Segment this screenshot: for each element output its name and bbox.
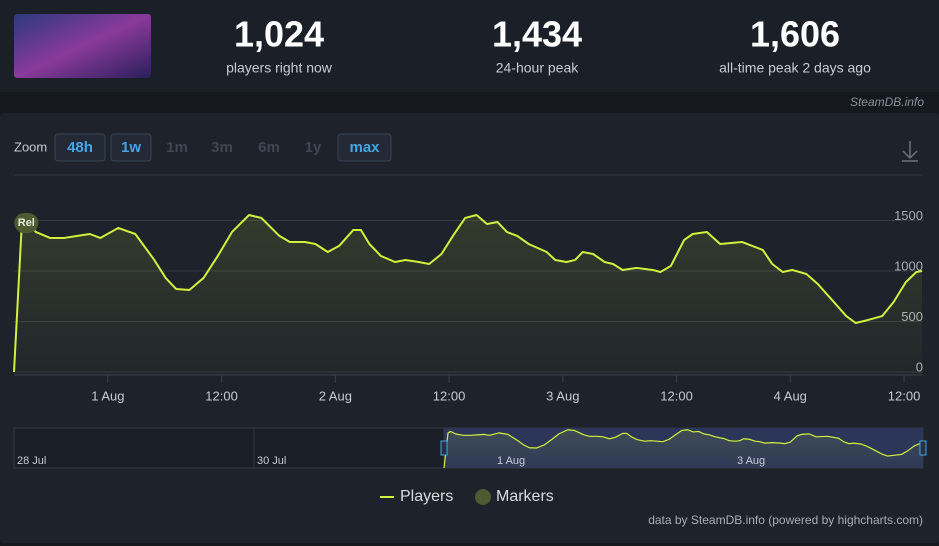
navigator-label: 1 Aug	[497, 455, 525, 467]
x-tick-label: 12:00	[888, 388, 921, 403]
download-icon[interactable]	[902, 141, 918, 162]
zoom-button-label: 3m	[211, 139, 233, 156]
zoom-button-label: 1y	[305, 139, 322, 156]
x-tick-label: 2 Aug	[319, 388, 352, 403]
x-tick-label: 12:00	[660, 388, 693, 403]
marker	[14, 213, 39, 233]
watermark: SteamDB.info	[850, 95, 924, 109]
stat-value: 1,606	[750, 14, 840, 55]
marker-label: Rel	[18, 217, 35, 229]
navigator-label: 28 Jul	[17, 455, 46, 467]
zoom-button[interactable]	[54, 133, 106, 162]
navigator-label: 30 Jul	[257, 455, 286, 467]
x-tick-label: 1 Aug	[91, 388, 124, 403]
navigator-label: 3 Aug	[737, 455, 765, 467]
stat-value: 1,434	[492, 14, 582, 55]
zoom-button-label[interactable]: max	[349, 139, 380, 156]
stat-label: players right now	[226, 60, 333, 76]
x-tick-label: 4 Aug	[774, 388, 807, 403]
legend-label[interactable]: Players	[400, 488, 453, 505]
navigator-line-area	[444, 429, 923, 468]
stat-label: all-time peak 2 days ago	[719, 60, 871, 76]
zoom-button-label: 1m	[166, 139, 188, 156]
zoom-label: Zoom	[14, 139, 47, 154]
x-tick-label: 12:00	[205, 388, 238, 403]
zoom-button-label: 6m	[258, 139, 280, 156]
game-logo	[14, 14, 151, 78]
navigator-handle[interactable]	[919, 440, 927, 456]
y-tick-label: 1500	[894, 208, 923, 223]
players-line	[13, 214, 923, 373]
zoom-button-label[interactable]: 48h	[67, 139, 93, 156]
players-line-area	[14, 215, 923, 375]
x-tick-label: 3 Aug	[546, 388, 579, 403]
stat-label: 24-hour peak	[496, 60, 580, 76]
zoom-button[interactable]	[337, 133, 392, 162]
legend-swatch	[475, 489, 491, 505]
header-panel	[0, 0, 939, 92]
credit: data by SteamDB.info (powered by highcha…	[648, 513, 923, 527]
y-tick-label: 1000	[894, 258, 923, 273]
x-tick-label: 12:00	[433, 388, 466, 403]
navigator-line	[443, 429, 923, 469]
stat-value: 1,024	[234, 14, 324, 55]
navigator-handle[interactable]	[440, 440, 448, 456]
zoom-button[interactable]	[110, 133, 152, 162]
legend-label[interactable]: Markers	[496, 488, 554, 505]
zoom-button-label[interactable]: 1w	[121, 139, 141, 156]
